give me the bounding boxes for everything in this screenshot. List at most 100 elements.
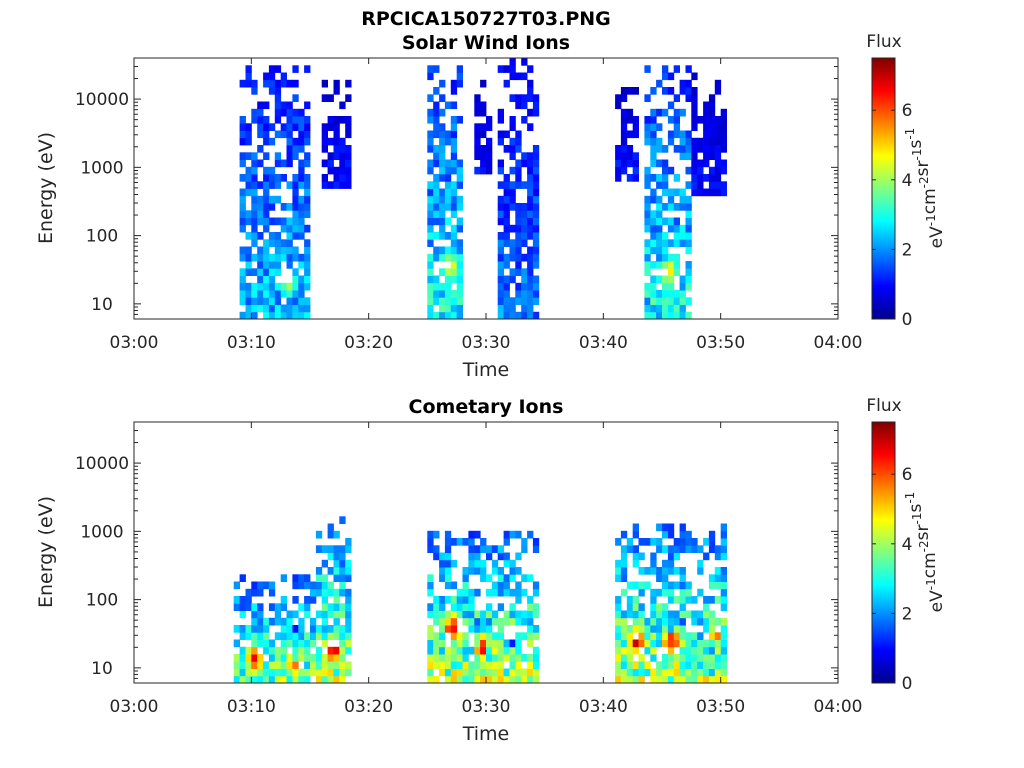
spectrogram-cell [509, 239, 516, 247]
spectrogram-cell [333, 617, 340, 626]
spectrogram-cell [656, 224, 663, 233]
spectrogram-cell [662, 275, 669, 284]
spectrogram-cell [239, 646, 246, 655]
spectrogram-cell [497, 675, 504, 684]
spectrogram-cell [292, 94, 299, 102]
spectrogram-cell [667, 610, 675, 619]
spectrogram-cell [480, 159, 487, 168]
spectrogram-cell [685, 596, 692, 604]
spectrogram-cell [233, 675, 240, 684]
spectrogram-cell [268, 297, 276, 305]
spectrogram-cell [468, 567, 475, 575]
spectrogram-cell [632, 174, 639, 182]
spectrogram-cell [515, 145, 522, 153]
spectrogram-cell [333, 646, 340, 655]
spectrogram-cell [304, 174, 311, 182]
y-tick-label: 1000 [80, 158, 123, 178]
spectrogram-cell [532, 181, 540, 189]
spectrogram-cell [427, 195, 434, 204]
spectrogram-cell [251, 297, 258, 305]
spectrogram-cell [257, 668, 264, 677]
spectrogram-cell [433, 617, 440, 626]
spectrogram-cell [439, 203, 446, 211]
spectrogram-cell [251, 232, 258, 240]
spectrogram-cell [444, 552, 452, 561]
spectrogram-cell [714, 145, 722, 153]
spectrogram-cell [444, 311, 452, 320]
spectrogram-cell [615, 603, 622, 611]
spectrogram-cell [304, 116, 311, 124]
spectrogram-cell [697, 559, 704, 568]
spectrogram-cell [644, 639, 651, 648]
spectrogram-cell [697, 588, 704, 597]
spectrogram-cell [450, 610, 458, 619]
spectrogram-cell [263, 668, 270, 677]
spectrogram-cell [251, 625, 258, 633]
spectrogram-cell [673, 668, 680, 677]
spectrogram-cell [450, 246, 458, 255]
spectrogram-cell [679, 523, 686, 532]
spectrogram-cell [339, 632, 346, 640]
spectrogram-cell [509, 195, 516, 204]
spectrogram-cell [644, 181, 651, 189]
spectrogram-cell [263, 625, 270, 633]
spectrogram-cell [456, 668, 463, 677]
spectrogram-cell [720, 123, 727, 131]
spectrogram-cell [263, 166, 270, 175]
spectrogram-cell [321, 581, 328, 590]
spectrogram-cell [521, 203, 528, 211]
spectrogram-cell [292, 675, 299, 684]
spectrogram-cell [239, 130, 246, 139]
spectrogram-cell [427, 145, 434, 153]
spectrogram-cell [427, 632, 434, 640]
spectrogram-cell [245, 588, 252, 597]
spectrogram-cell [503, 232, 510, 240]
spectrogram-cell [315, 675, 323, 684]
spectrogram-cell [263, 275, 270, 284]
spectrogram-cell [480, 639, 487, 648]
spectrogram-cell [503, 188, 510, 197]
spectrogram-cell [615, 101, 622, 110]
spectrogram-cell [480, 625, 487, 633]
spectrogram-cell [444, 625, 452, 633]
spectrogram-cell [433, 152, 440, 160]
spectrogram-cell [468, 588, 475, 597]
spectrogram-cell [532, 246, 540, 255]
spectrogram-cell [427, 268, 434, 276]
spectrogram-cell [667, 661, 675, 669]
spectrogram-cell [667, 581, 675, 590]
spectrogram-cell [679, 297, 686, 305]
spectrogram-cell [626, 632, 634, 640]
spectrogram-cell [450, 101, 458, 110]
spectrogram-cell [480, 79, 487, 88]
spectrogram-cell [239, 217, 246, 226]
spectrogram-cell [339, 588, 346, 597]
spectrogram-cell [274, 282, 282, 291]
spectrogram-cell [656, 304, 663, 313]
spectrogram-cell [427, 610, 434, 619]
spectrogram-cell [673, 304, 680, 313]
spectrogram-cell [697, 137, 704, 146]
spectrogram-cell [444, 101, 452, 110]
spectrogram-cell [480, 574, 487, 582]
spectrogram-cell [703, 654, 710, 662]
spectrogram-cell [450, 632, 458, 640]
spectrogram-cell [521, 275, 528, 284]
spectrogram-cell [474, 166, 481, 175]
spectrogram-cell [662, 217, 669, 226]
spectrogram-cell [439, 297, 446, 305]
spectrogram-cell [691, 101, 698, 110]
spectrogram-cell [667, 559, 675, 568]
spectrogram-cell [532, 545, 540, 553]
spectrogram-cell [497, 290, 504, 298]
spectrogram-cell [304, 632, 311, 640]
spectrogram-cell [280, 304, 287, 313]
spectrogram-cell [644, 297, 651, 305]
spectrogram-cell [315, 654, 323, 662]
spectrogram-cell [450, 195, 458, 204]
spectrogram-cell [708, 538, 716, 546]
spectrogram-cell [280, 246, 287, 255]
spectrogram-cell [274, 261, 282, 269]
spectrogram-cell [257, 603, 264, 611]
spectrogram-cell [427, 588, 434, 597]
